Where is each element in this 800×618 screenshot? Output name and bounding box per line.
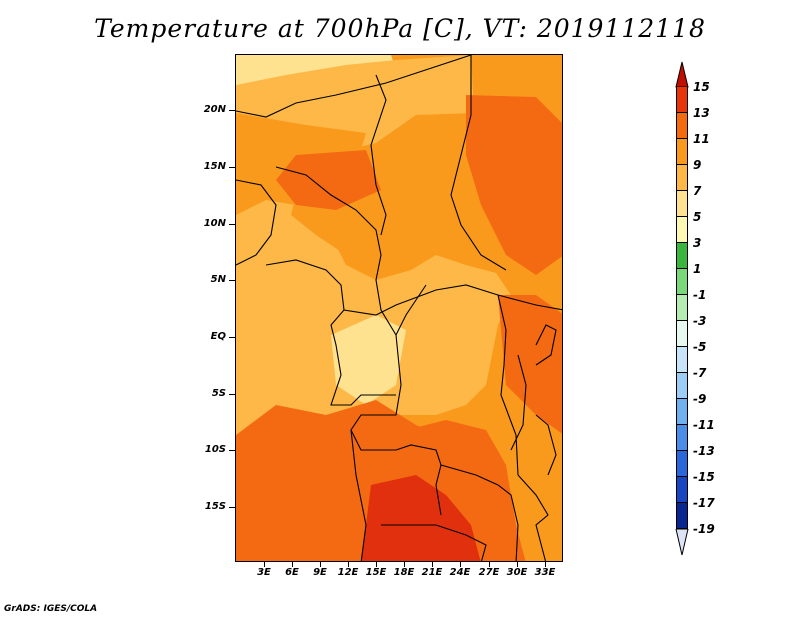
colorbar-box-m3-m1: [676, 295, 688, 321]
lon-tick-21e: [432, 562, 433, 567]
colorbar-arrow-up: [675, 61, 689, 88]
lat-label-eq: EQ: [210, 331, 226, 342]
lon-tick-6e: [292, 562, 293, 567]
lon-label-24e: 24E: [449, 567, 471, 578]
lon-tick-18e: [404, 562, 405, 567]
lat-tick-5s: [229, 394, 235, 395]
colorbar-box-m11-m9: [676, 399, 688, 425]
colorbar-label-m19: -19: [693, 522, 715, 536]
lat-tick-15s: [229, 507, 235, 508]
fill-chad-11-13: [276, 150, 381, 210]
lat-tick-20n: [229, 110, 235, 111]
colorbar-label-m11: -11: [693, 418, 715, 432]
lon-tick-12e: [348, 562, 349, 567]
map-canvas: [236, 55, 562, 561]
colorbar-box-m9-m7: [676, 373, 688, 399]
colorbar-label-m7: -7: [693, 366, 707, 380]
colorbar-box-m17-m15: [676, 477, 688, 503]
lon-label-33e: 33E: [534, 567, 556, 578]
colorbar-box-1-3: [676, 243, 688, 269]
colorbar-box-13-15: [676, 87, 688, 113]
lon-label-15e: 15E: [365, 567, 387, 578]
lat-label-5n: 5N: [210, 274, 226, 285]
lon-tick-15e: [376, 562, 377, 567]
colorbar-label-m3: -3: [693, 314, 707, 328]
lon-label-18e: 18E: [393, 567, 415, 578]
colorbar-label-m15: -15: [693, 470, 715, 484]
colorbar-label-11: 11: [693, 132, 710, 146]
colorbar-label-9: 9: [693, 158, 702, 172]
lat-tick-5n: [229, 280, 235, 281]
lon-tick-33e: [545, 562, 546, 567]
colorbar-label-m1: -1: [693, 288, 707, 302]
colorbar-label-1: 1: [693, 262, 702, 276]
lat-tick-10s: [229, 450, 235, 451]
grads-credit: GrADS: IGES/COLA: [4, 604, 98, 614]
colorbar-label-m5: -5: [693, 340, 707, 354]
colorbar-box-7-9: [676, 165, 688, 191]
country-borders: [236, 55, 562, 561]
lat-tick-10n: [229, 224, 235, 225]
fill-eastlakes-11-13: [498, 295, 562, 434]
colorbar-label-13: 13: [693, 106, 710, 120]
lat-label-20n: 20N: [203, 104, 226, 115]
lon-label-12e: 12E: [337, 567, 359, 578]
lat-label-15n: 15N: [203, 161, 226, 172]
lon-label-30e: 30E: [506, 567, 528, 578]
colorbar-box-m19-m17: [676, 503, 688, 529]
colorbar-box-m5-m3: [676, 321, 688, 347]
lat-tick-eq: [229, 337, 235, 338]
colorbar-label-m17: -17: [693, 496, 715, 510]
lon-label-27e: 27E: [478, 567, 500, 578]
lon-label-3e: 3E: [257, 567, 271, 578]
colorbar-label-15: 15: [693, 80, 710, 94]
colorbar-arrow-down: [675, 529, 689, 556]
lon-tick-27e: [489, 562, 490, 567]
colorbar-top-arrow: [675, 61, 689, 88]
fill-south-hot-core: [381, 495, 461, 561]
colorbar-label-m9: -9: [693, 392, 707, 406]
fill-east-11-13: [466, 95, 562, 275]
lat-label-15s: 15S: [204, 501, 226, 512]
colorbar-box-9-11: [676, 139, 688, 165]
colorbar-label-5: 5: [693, 210, 702, 224]
colorbar-bottom-arrow: [675, 529, 689, 556]
colorbar-box-m15-m13: [676, 451, 688, 477]
lat-label-10n: 10N: [203, 218, 226, 229]
colorbar-box-11-13: [676, 113, 688, 139]
lon-tick-30e: [517, 562, 518, 567]
colorbar-label-7: 7: [693, 184, 702, 198]
lon-label-6e: 6E: [285, 567, 299, 578]
colorbar-box-m7-m5: [676, 347, 688, 373]
lon-tick-3e: [264, 562, 265, 567]
colorbar-label-3: 3: [693, 236, 702, 250]
colorbar-box-3-5: [676, 217, 688, 243]
lat-label-5s: 5S: [211, 388, 226, 399]
lat-label-10s: 10S: [204, 444, 226, 455]
colorbar-box-m13-m11: [676, 425, 688, 451]
fill-congo-5-7: [331, 315, 406, 405]
colorbar-box-5-7: [676, 191, 688, 217]
temperature-map[interactable]: [235, 54, 563, 562]
map-title: Temperature at 700hPa [C], VT: 201911211…: [94, 14, 706, 43]
lon-tick-24e: [460, 562, 461, 567]
colorbar-label-m13: -13: [693, 444, 715, 458]
lon-tick-9e: [320, 562, 321, 567]
lon-label-9e: 9E: [313, 567, 327, 578]
lat-tick-15n: [229, 167, 235, 168]
colorbar-box-m1-1: [676, 269, 688, 295]
lon-label-21e: 21E: [421, 567, 443, 578]
